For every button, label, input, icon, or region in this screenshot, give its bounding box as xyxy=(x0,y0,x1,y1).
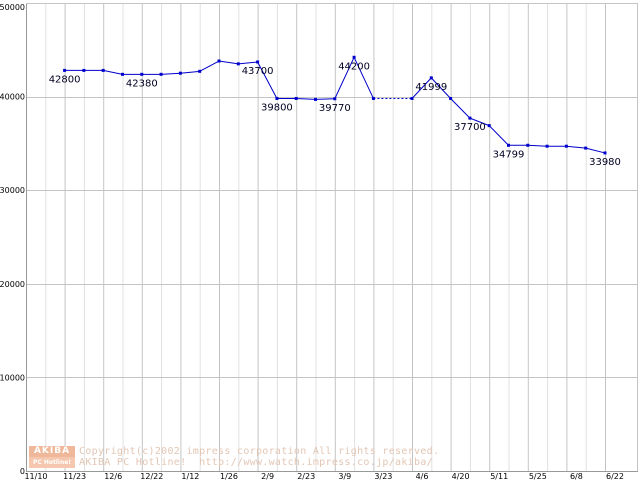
x-tick-label: 5/11 xyxy=(490,472,508,480)
y-tick-label: 10000 xyxy=(0,373,25,382)
data-point xyxy=(429,76,433,80)
x-tick-label: 1/12 xyxy=(181,472,199,480)
data-label: 43700 xyxy=(242,66,274,77)
y-tick-label: 0 xyxy=(20,467,25,476)
url-text: AKIBA PC Hotline! http://www.watch.impre… xyxy=(79,457,433,468)
data-point xyxy=(314,97,317,101)
series-segment xyxy=(161,72,181,75)
series-segment xyxy=(450,98,471,119)
series-segment xyxy=(488,125,509,146)
series-segment xyxy=(411,77,432,99)
logo-bottom-text: PC Hotline! xyxy=(29,457,75,468)
data-point xyxy=(487,124,491,128)
data-label: 39770 xyxy=(319,103,351,114)
y-tick-label: 20000 xyxy=(0,280,25,289)
data-point xyxy=(449,96,453,100)
data-point xyxy=(121,72,124,76)
x-tick-label: 2/23 xyxy=(297,472,315,480)
y-tick-label: 40000 xyxy=(0,93,25,102)
series-segment xyxy=(527,144,548,147)
x-tick-label: 3/23 xyxy=(374,472,392,480)
series-segment xyxy=(469,117,490,127)
x-tick-label: 6/22 xyxy=(606,472,624,480)
plot-background xyxy=(26,3,638,471)
copyright-footer: AKIBA PC Hotline! Copyright(c)2002 impre… xyxy=(29,446,549,470)
data-label: 44200 xyxy=(338,61,370,72)
series-segment xyxy=(199,60,220,72)
x-tick-label: 3/9 xyxy=(338,472,351,480)
y-tick-label: 30000 xyxy=(0,186,25,195)
x-tick-label: 4/20 xyxy=(452,472,470,480)
data-point xyxy=(236,62,240,66)
series-segment xyxy=(296,97,316,100)
data-point xyxy=(371,96,375,100)
x-tick-label: 2/9 xyxy=(261,472,274,480)
series-segment xyxy=(353,57,374,99)
series-segment xyxy=(238,61,258,65)
data-point xyxy=(101,68,105,72)
x-tick-label: 5/25 xyxy=(529,472,547,480)
series-segment xyxy=(315,98,335,100)
data-point xyxy=(507,143,510,147)
data-label: 34799 xyxy=(493,149,525,160)
x-tick-label: 1/26 xyxy=(220,472,238,480)
data-label: 41999 xyxy=(415,82,447,93)
series-segment xyxy=(218,60,239,65)
data-point xyxy=(410,96,414,100)
x-tick-label: 12/22 xyxy=(140,472,163,480)
series-segment xyxy=(585,147,606,154)
data-point xyxy=(564,144,568,148)
series-segment xyxy=(103,69,123,75)
data-point xyxy=(294,96,298,100)
akiba-logo: AKIBA PC Hotline! xyxy=(29,446,75,468)
data-point xyxy=(275,96,279,100)
data-point xyxy=(526,143,530,147)
x-tick-label: 11/23 xyxy=(63,472,86,480)
data-label: 42380 xyxy=(126,78,158,89)
data-point xyxy=(333,97,337,101)
data-point xyxy=(140,72,144,76)
x-tick-label: 6/8 xyxy=(570,472,583,480)
data-point xyxy=(198,69,202,73)
copyright-text: Copyright(c)2002 impress corporation All… xyxy=(79,446,440,457)
series-segment xyxy=(257,61,278,99)
x-tick-label: 12/6 xyxy=(104,472,122,480)
logo-top-text: AKIBA xyxy=(29,446,75,457)
data-point xyxy=(82,68,86,72)
data-point xyxy=(159,72,163,76)
data-point xyxy=(217,59,221,63)
x-tick-label: 4/6 xyxy=(416,472,429,480)
data-label: 33980 xyxy=(589,157,621,168)
y-tick-label: 50000 xyxy=(0,3,25,12)
data-point xyxy=(545,144,549,148)
data-label: 42800 xyxy=(49,74,81,85)
data-point xyxy=(603,151,607,155)
data-label: 39800 xyxy=(261,102,293,113)
series-segment xyxy=(180,70,200,74)
data-point xyxy=(63,68,67,72)
data-point xyxy=(352,55,356,59)
data-point xyxy=(468,116,472,120)
data-point xyxy=(584,146,588,150)
data-point xyxy=(178,71,182,75)
series-segment xyxy=(566,145,586,149)
series-segment xyxy=(334,57,355,99)
x-tick-label: 11/10 xyxy=(24,472,47,480)
data-point xyxy=(256,60,260,64)
series-segment xyxy=(430,77,451,99)
data-label: 37700 xyxy=(454,122,486,133)
